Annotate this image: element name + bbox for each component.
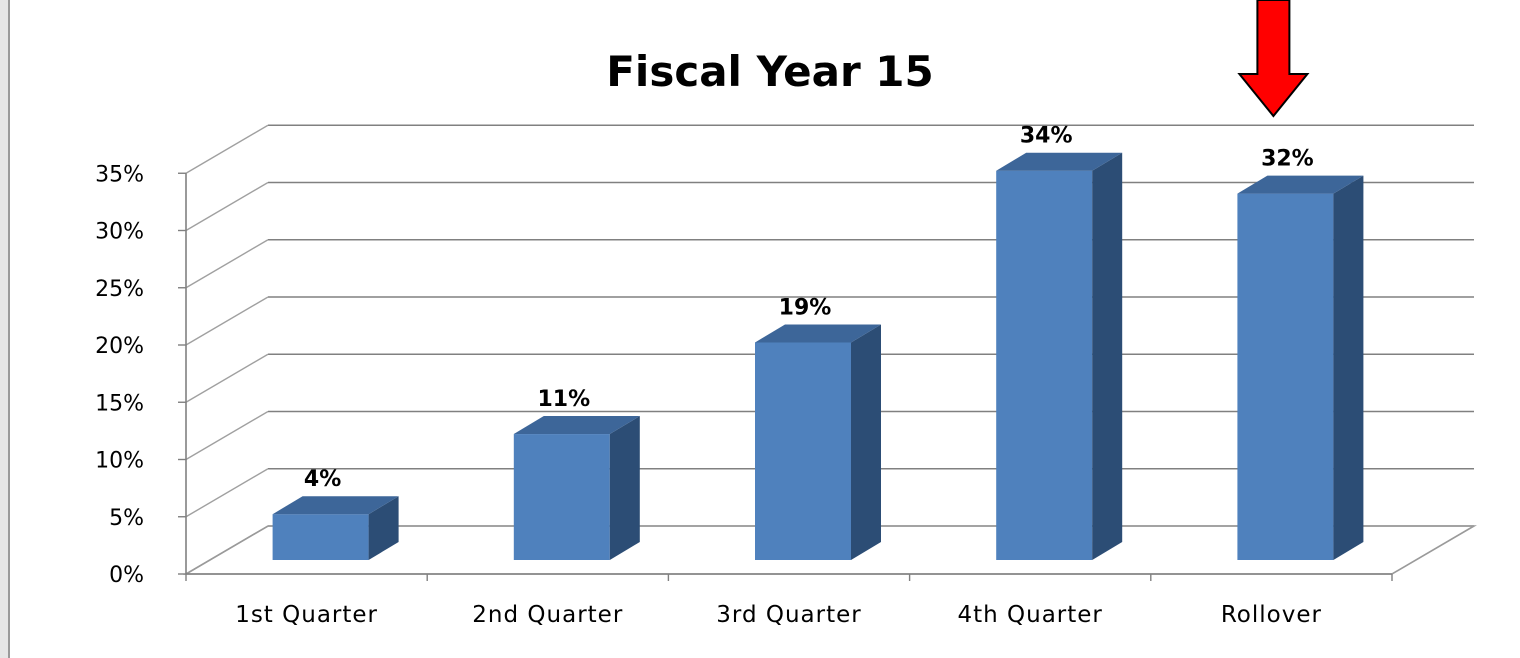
bar-top <box>755 324 881 343</box>
data-label: 4% <box>304 467 341 492</box>
y-tick-label: 30% <box>95 220 144 245</box>
x-tick-label: 3rd Quarter <box>716 602 861 628</box>
bar <box>1237 175 1364 560</box>
y-tick-label: 35% <box>95 162 144 187</box>
bar-side <box>609 416 640 560</box>
bar-top <box>996 152 1123 171</box>
data-label: 11% <box>537 387 590 412</box>
y-tick-label: 15% <box>95 391 144 416</box>
bar <box>513 416 640 560</box>
bar-top <box>513 416 640 435</box>
bar <box>755 324 881 560</box>
side-wall-line <box>185 468 269 518</box>
bar <box>996 152 1123 560</box>
side-wall-line <box>185 239 269 289</box>
x-tick-label: 4th Quarter <box>957 602 1102 628</box>
side-wall-line <box>185 410 269 461</box>
data-label: 34% <box>1020 124 1073 149</box>
y-tick-label: 25% <box>95 277 144 302</box>
y-tick-label: 0% <box>109 563 144 588</box>
axes <box>178 172 1393 581</box>
bar-top <box>272 496 399 515</box>
labels: 0% 5% 10% 15% 20% 25% 30% 35% 4% 1st Quarter 11% 2n… <box>95 124 1322 628</box>
y-tick-label: 20% <box>95 334 144 359</box>
bar-side <box>851 324 881 560</box>
side-wall-line <box>185 296 269 346</box>
bars <box>272 152 1364 560</box>
data-label: 19% <box>779 295 832 320</box>
chart-title: Fiscal Year 15 <box>606 47 934 96</box>
bar-top <box>1237 175 1364 194</box>
annotation <box>1237 0 1310 118</box>
y-tick-label: 10% <box>95 449 144 474</box>
x-tick-label: 2nd Quarter <box>472 602 623 628</box>
bar-front <box>996 170 1093 560</box>
side-wall-line <box>185 353 269 403</box>
bar-front <box>755 342 851 560</box>
side-wall-line <box>185 181 269 232</box>
bar-side <box>368 496 399 560</box>
data-label: 32% <box>1261 147 1314 172</box>
bar <box>272 496 399 560</box>
side-wall-line <box>185 124 269 174</box>
x-tick-label: 1st Quarter <box>235 602 378 628</box>
bar-side <box>1092 152 1123 560</box>
bar-front <box>272 514 369 560</box>
bar-front <box>513 434 610 560</box>
x-tick-label: Rollover <box>1221 602 1322 628</box>
bar-front <box>1237 193 1334 560</box>
bar-side <box>1333 175 1364 560</box>
down-arrow-icon <box>1237 0 1310 118</box>
y-tick-label: 5% <box>109 506 144 531</box>
chart: Fiscal Year 15 0% 5% 10% 15% 20% 25% 30% 35% 4% 1… <box>95 0 1477 628</box>
chart-frame: Fiscal Year 15 0% 5% 10% 15% 20% 25% 30% 35% 4% 1… <box>8 0 1520 658</box>
